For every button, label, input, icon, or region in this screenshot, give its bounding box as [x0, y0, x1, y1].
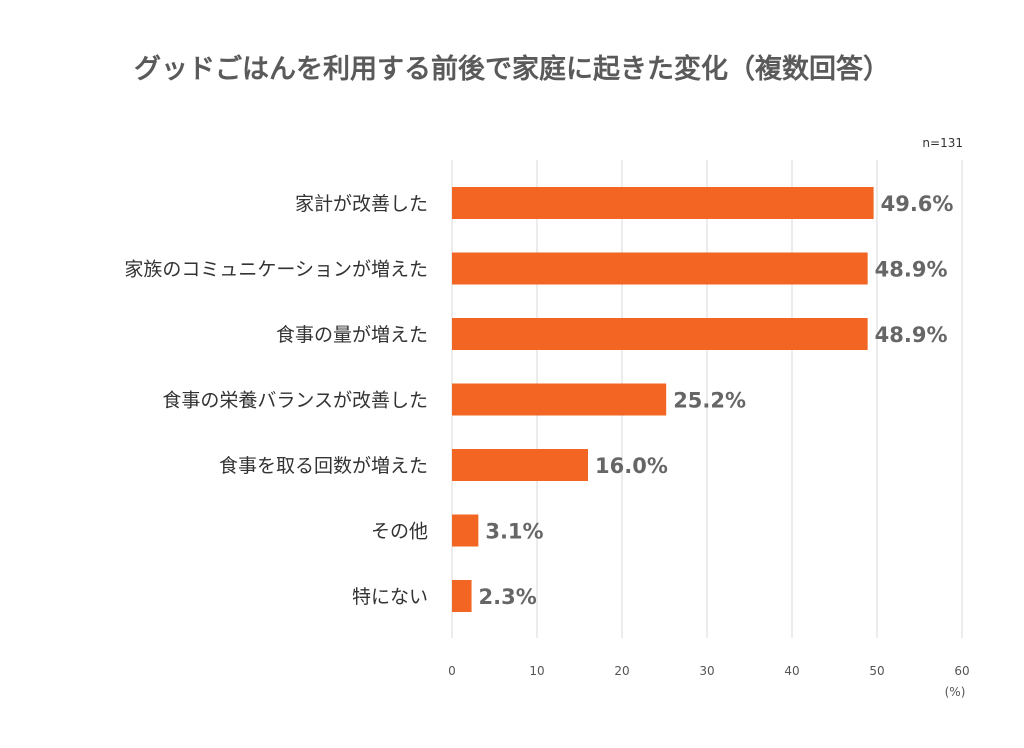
bar [452, 580, 472, 612]
category-label: 家族のコミュニケーションが増えた [124, 259, 428, 281]
category-label: 家計が改善した [295, 193, 428, 215]
bar [452, 187, 874, 219]
bar [452, 514, 479, 547]
x-tick-label: 30 [699, 664, 714, 678]
x-tick-label: 40 [784, 664, 799, 678]
sample-size-note: n=131 [922, 136, 963, 150]
bar [452, 318, 868, 350]
value-label: 48.9% [875, 258, 948, 282]
value-labels: 49.6% 48.9% 48.9% 25.2% 16.0% 3.1% 2.3% [479, 192, 954, 609]
value-label: 48.9% [875, 323, 948, 347]
category-label: 食事の量が増えた [276, 324, 428, 346]
bar [452, 383, 667, 416]
x-tick-label: 0 [448, 664, 456, 678]
value-label: 25.2% [673, 389, 746, 413]
x-tick-label: 10 [529, 664, 544, 678]
value-label: 2.3% [479, 585, 537, 609]
bar [452, 449, 588, 481]
category-labels: 家計が改善した家族のコミュニケーションが増えた食事の量が増えた食事の栄養バランス… [124, 193, 428, 608]
bar [452, 252, 868, 285]
chart-title: グッドごはんを利用する前後で家庭に起きた変化（複数回答） [134, 53, 890, 85]
category-label: 食事を取る回数が増えた [219, 455, 428, 477]
x-tick-label: 20 [614, 664, 629, 678]
category-label: 特にない [352, 586, 428, 608]
value-label: 49.6% [881, 192, 954, 216]
x-tick-label: 50 [869, 664, 884, 678]
x-tick-label: 60 [954, 664, 969, 678]
x-axis-unit: (%) [945, 685, 966, 699]
bars [452, 187, 874, 612]
value-label: 3.1% [485, 520, 543, 544]
value-label: 16.0% [595, 454, 668, 478]
category-label: 食事の栄養バランスが改善した [162, 390, 428, 412]
x-axis-ticks: 0 10 20 30 40 50 60 [448, 664, 969, 678]
category-label: その他 [371, 521, 428, 543]
